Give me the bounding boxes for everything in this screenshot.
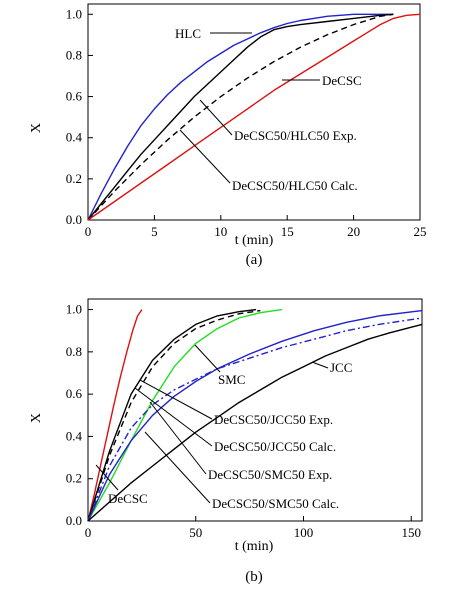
annotation-decsc50-hlc50-exp: DeCSC50/HLC50 Exp. <box>234 128 357 143</box>
annotation-leader-decsc-b <box>95 464 119 491</box>
panel-a-y-tick-label: 0.6 <box>66 89 83 104</box>
annotation-decsc50-jcc50-calc: DeCSC50/JCC50 Calc. <box>214 439 336 454</box>
annotation-decsc50-smc50-exp: DeCSC50/SMC50 Exp. <box>208 467 332 482</box>
panel-a-ylabel: X <box>29 123 44 133</box>
panel-b-ticks: 0 50 100 150 0.0 0.2 0.4 0.6 0.8 1.0 <box>66 302 421 540</box>
annotation-decsc: DeCSC <box>322 73 362 88</box>
panel-a-caption: (a) <box>246 252 263 268</box>
panel-b-plot-frame <box>87 298 423 522</box>
panel-a-y-tick-label: 0.2 <box>66 171 82 186</box>
panel-b-series-decsc50-jcc50-calc <box>87 309 261 522</box>
panel-b-x-tick-label: 50 <box>189 525 202 540</box>
panel-a-series-decsc50-hlc50-exp <box>87 13 394 221</box>
annotation-decsc50-jcc50-exp: DeCSC50/JCC50 Exp. <box>214 412 333 427</box>
panel-a-ticks: 0 5 10 15 20 25 0.0 0.2 0.4 0.6 0.8 1.0 <box>66 6 427 239</box>
panel-a-y-tick-label: 1.0 <box>66 6 82 21</box>
panel-b-series-jcc <box>87 323 423 522</box>
panel-a-x-tick-label: 10 <box>214 224 227 239</box>
panel-a-x-tick-label: 5 <box>151 224 158 239</box>
panel-b-y-tick-label: 0.4 <box>66 428 83 443</box>
panel-a-series-hlc <box>87 13 394 221</box>
panel-a-x-tick-label: 0 <box>85 224 92 239</box>
annotation-hlc: HLC <box>175 26 201 41</box>
annotation-decsc50-smc50-calc: DeCSC50/SMC50 Calc. <box>212 496 339 511</box>
panel-a-x-tick-label: 15 <box>281 224 294 239</box>
annotation-leader-jcc-calc <box>134 387 213 447</box>
panel-b-y-tick-label: 0.0 <box>66 513 82 528</box>
panel-b-x-tick-label: 150 <box>401 525 421 540</box>
panel-a-plot-frame <box>87 3 421 221</box>
annotation-leader-jcc <box>311 361 329 369</box>
panel-b-y-tick-label: 0.6 <box>66 386 83 401</box>
panel-b-xlabel: t (min) <box>235 539 274 554</box>
panel-a: 0 5 10 15 20 25 0.0 0.2 0.4 0.6 0.8 1.0 X t (min) (… <box>29 3 427 268</box>
panel-b: 0 50 100 150 0.0 0.2 0.4 0.6 0.8 1.0 X t (min) (b… <box>29 298 423 585</box>
panel-b-y-tick-label: 1.0 <box>66 302 82 317</box>
panel-a-x-tick-label: 20 <box>347 224 360 239</box>
panel-a-x-tick-label: 25 <box>414 224 427 239</box>
annotation-leader-smc-exp <box>149 401 207 475</box>
annotation-decsc-b: DeCSC <box>108 491 148 506</box>
annotation-leader-smc <box>194 344 221 373</box>
annotation-leader-jcc-exp <box>139 379 213 420</box>
panel-b-y-tick-label: 0.2 <box>66 471 82 486</box>
annotation-leader-smc-calc <box>144 431 211 504</box>
annotation-jcc: JCC <box>330 360 352 375</box>
annotation-leader-hlc-exp <box>199 99 233 136</box>
panel-a-series-decsc <box>87 13 421 221</box>
annotation-decsc50-hlc50-calc: DeCSC50/HLC50 Calc. <box>232 178 358 193</box>
panel-a-series-decsc50-hlc50-calc <box>87 13 394 221</box>
panel-a-y-tick-label: 0.0 <box>66 212 82 227</box>
panel-b-series-decsc50-jcc50-exp <box>87 308 257 522</box>
annotation-leader-hlc-calc <box>179 129 231 184</box>
panel-a-y-tick-label: 0.4 <box>66 130 83 145</box>
panel-b-x-tick-label: 100 <box>294 525 314 540</box>
panel-b-x-tick-label: 0 <box>85 525 92 540</box>
panel-b-series-smc <box>87 308 282 522</box>
panel-b-caption: (b) <box>245 569 263 585</box>
panel-a-y-tick-label: 0.8 <box>66 47 82 62</box>
panel-b-ylabel: X <box>29 413 44 423</box>
panel-b-series-decsc <box>87 309 143 522</box>
annotation-smc: SMC <box>218 372 245 387</box>
panel-b-y-tick-label: 0.8 <box>66 344 82 359</box>
panel-a-xlabel: t (min) <box>235 233 274 248</box>
panel-a-series <box>87 13 421 221</box>
